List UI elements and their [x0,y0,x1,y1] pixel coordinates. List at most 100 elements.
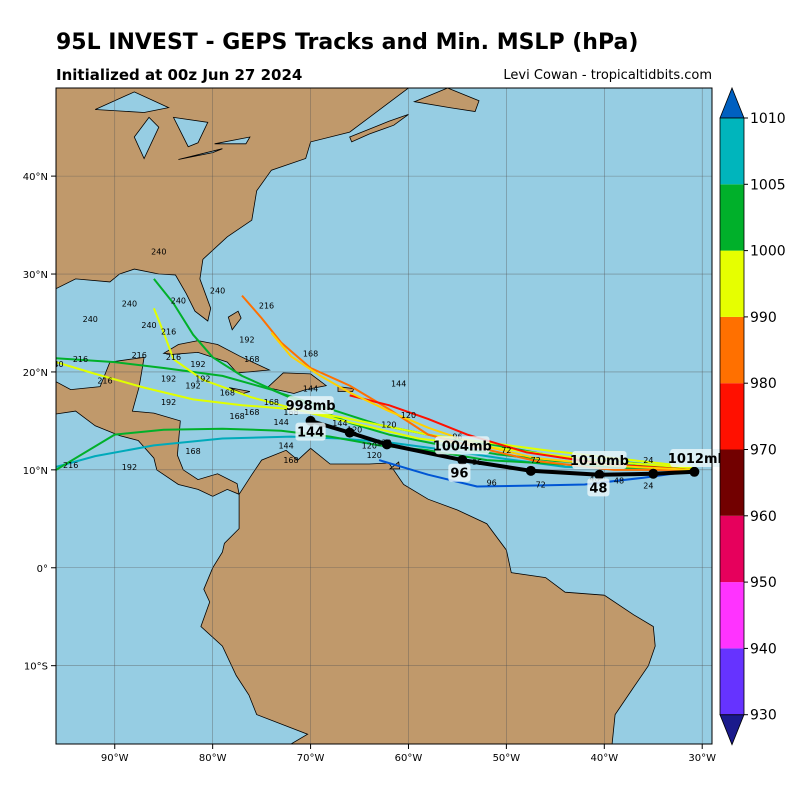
colorbar-segment [720,250,744,317]
hour-mark: 120 [347,426,362,435]
lat-tick-label: 10°N [23,466,48,477]
lake-shape [172,116,209,148]
land-shape [200,447,656,744]
mean-pressure-label-group: 998mb [286,396,336,415]
hour-mark: 168 [244,408,259,417]
lake-shape [95,91,170,113]
member-track [152,307,693,469]
colorbar-tick-label: 1010 [750,111,786,127]
colorbar-segment [720,515,744,583]
axis-ticks: 90°W 80°W 70°W 60°W 50°W 40°W 30°W 10°S 0° 10°N 20… [23,172,716,764]
pressure-colorbar: 930 940 950 960 970 980 990 1000 1005 1010 [719,86,786,746]
colorbar-tick-label: 970 [750,443,777,459]
member-track [241,294,693,471]
mean-pressure-label-group: 1010mb [570,450,629,469]
hour-mark: 168 [229,412,244,421]
mean-hour-label-box [295,422,326,441]
hour-mark: 216 [63,461,78,470]
mean-pressure-label-box [287,396,334,415]
forecast-hour-marks: 240 240 216 240 240 240 240 216 192 168 216 216 216 2… [56,247,653,490]
land-shape [349,114,409,143]
hour-mark: 120 [381,421,396,430]
mean-pressure-label-group: 1004mb [433,436,492,455]
colorbar-segment [720,184,744,251]
mean-track-line [310,418,695,477]
lake-shape [178,148,223,160]
lat-tick-label: 0° [37,564,48,575]
hour-mark: 192 [190,360,205,369]
hour-mark: 144 [332,419,347,428]
colorbar-tick-label: 980 [750,376,777,392]
lat-tick-label: 20°N [23,368,48,379]
hour-mark: 24 [643,456,653,465]
colorbar-low-extend [719,714,745,746]
lat-tick-label: 40°N [23,172,48,183]
hour-mark: 240 [210,287,225,296]
mean-track-point [689,466,700,477]
mean-pressure-label-box [435,436,490,455]
hour-mark: 120 [367,451,382,460]
land-shape [412,88,480,112]
colorbar-segment [720,582,744,649]
mean-pressure-label-box [572,450,627,469]
hour-mark: 216 [132,351,147,360]
lake-shape [133,116,160,160]
land-shape [56,88,410,497]
lon-tick-label: 80°W [199,753,227,764]
hour-mark: 240 [122,299,137,308]
hour-mark: 192 [122,463,137,472]
mean-hour-label-group: 96 [448,463,471,482]
hour-mark: 144 [303,385,318,394]
hour-mark: 216 [161,328,176,337]
mean-hour-label: 48 [589,481,607,496]
hour-mark: 144 [278,441,293,450]
hour-mark: 240 [171,296,186,305]
hour-mark: 240 [83,315,98,324]
hour-mark: 216 [97,377,112,386]
credit-text: Levi Cowan - tropicaltidbits.com [503,68,712,83]
hour-mark: 144 [391,380,406,389]
hour-mark: 72 [536,480,546,489]
hour-mark: 144 [274,418,289,427]
hour-mark: 120 [362,441,377,450]
hour-mark: 168 [244,355,259,364]
hour-mark: 48 [614,477,624,486]
mean-hour-label-group: 144 [295,422,326,441]
hour-mark: 216 [166,353,181,362]
colorbar-segment [720,118,744,185]
ensemble-mean-track [305,415,700,480]
map-frame [55,87,713,745]
colorbar-tick-label: 930 [750,708,777,724]
hour-mark: 168 [283,456,298,465]
land-masses [56,88,656,744]
colorbar-segment [720,449,744,516]
hour-mark: 168 [185,447,200,456]
mean-track-point [344,427,355,438]
hour-mark: 216 [73,355,88,364]
colorbar-tick-label: 990 [750,310,777,326]
hour-mark: 96 [487,479,497,488]
lat-tick-label: 10°S [24,662,48,673]
mean-pressure-label: 998mb [286,399,336,414]
lon-tick-label: 90°W [101,753,129,764]
mean-pressure-label: 1004mb [433,439,492,454]
hour-mark: 192 [161,398,176,407]
lon-tick-label: 60°W [395,753,423,764]
hour-mark: 192 [239,336,254,345]
land-shape [227,310,242,331]
colorbar-tick-label: 960 [750,509,777,525]
mean-hour-label-box [448,463,471,482]
mean-hour-label: 144 [297,426,324,441]
mean-track-point [648,468,659,479]
mean-track-point [525,465,536,476]
mean-track-point [381,439,392,450]
colorbar-high-extend [719,86,745,119]
lat-lon-grid [56,88,712,744]
mean-track-point [457,455,468,466]
hour-mark: 168 [303,349,318,358]
hour-mark: 120 [401,411,416,420]
lake-shape [214,136,251,145]
lat-tick-label: 30°N [23,270,48,281]
hour-mark: 192 [195,375,210,384]
